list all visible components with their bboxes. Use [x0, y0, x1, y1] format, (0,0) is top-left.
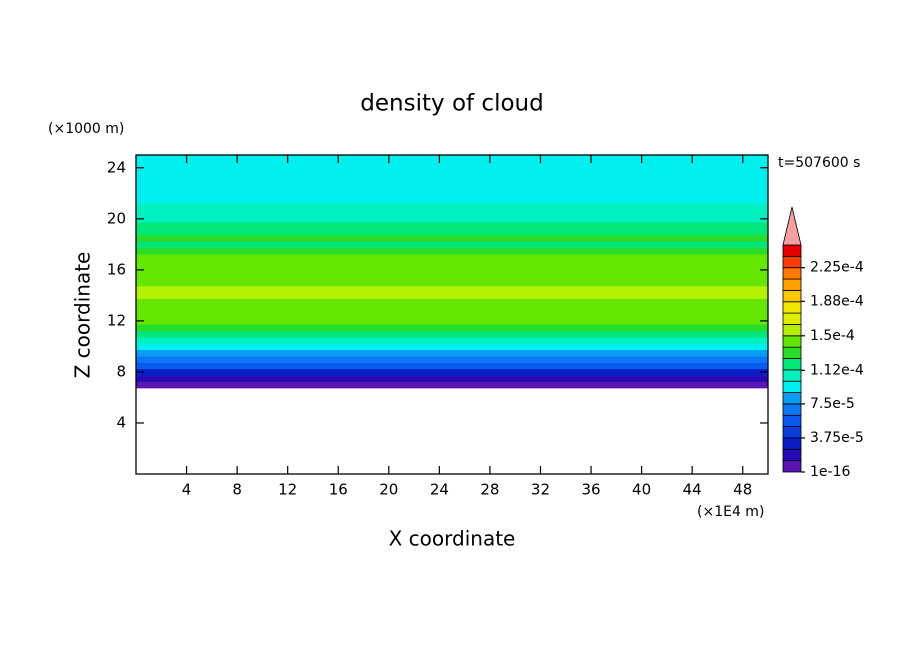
colorbar-box [782, 426, 802, 439]
contour-band [136, 221, 768, 229]
contour-band [136, 330, 768, 338]
y-tick-label: 20 [107, 209, 126, 227]
contour-band [136, 155, 768, 159]
chart-title: density of cloud [360, 91, 543, 117]
colorbar-extend [782, 206, 802, 246]
x-tick-label: 8 [232, 481, 242, 499]
y-tick-label: 12 [107, 311, 126, 329]
contour-band [136, 279, 768, 287]
contour-band [136, 170, 768, 178]
y-unit: (×1000 m) [48, 121, 124, 137]
colorbar-box [782, 255, 802, 269]
x-unit: (×1E4 m) [697, 504, 764, 520]
contour-band [136, 311, 768, 319]
colorbar-label: 3.75e-5 [810, 430, 864, 446]
colorbar-box [782, 278, 802, 291]
x-tick-label: 32 [531, 481, 550, 499]
colorbar-label: 1.12e-4 [810, 362, 864, 378]
x-tick-label: 12 [278, 481, 297, 499]
contour-band [136, 234, 768, 242]
annotation: t=507600 s [778, 155, 860, 171]
contour-band [136, 260, 768, 268]
contour-band [136, 324, 768, 331]
contour-band [136, 304, 768, 312]
contour-band [136, 215, 768, 223]
colorbar-box [782, 358, 802, 371]
y-axis-label: Z coordinate [71, 252, 95, 379]
contour-band [136, 343, 768, 351]
colorbar-box [782, 437, 802, 450]
colorbar-box [782, 267, 802, 280]
colorbar-box [782, 448, 802, 462]
contour-band [136, 298, 768, 306]
contour-band [136, 285, 768, 293]
colorbar-box [782, 346, 802, 359]
contour-band [136, 317, 768, 325]
colorbar-label: 1e-16 [810, 464, 850, 480]
colorbar-box [782, 289, 802, 303]
contour-band [136, 362, 768, 370]
contour-band [136, 190, 768, 197]
contour-band [136, 164, 768, 172]
contour-band [136, 228, 768, 236]
colorbar-box [782, 392, 802, 405]
contour-band [136, 253, 768, 261]
colorbar-label: 1.5e-4 [810, 328, 855, 344]
contour-band [136, 196, 768, 204]
colorbar-box [782, 244, 802, 257]
contour-band [136, 273, 768, 280]
colorbar-box [782, 312, 802, 325]
contour-band [136, 209, 768, 217]
x-tick-label: 20 [379, 481, 398, 499]
x-tick-label: 36 [581, 481, 600, 499]
x-axis-label: X coordinate [389, 527, 516, 551]
x-tick-label: 44 [683, 481, 702, 499]
colorbar-label: 1.88e-4 [810, 293, 864, 309]
y-tick-label: 4 [116, 413, 126, 431]
colorbar-label: 2.25e-4 [810, 260, 864, 276]
x-tick-label: 48 [733, 481, 752, 499]
contour-band [136, 349, 768, 357]
colorbar-box [782, 301, 802, 314]
colorbar-box [782, 414, 802, 428]
x-tick-label: 40 [632, 481, 651, 499]
contour-band [136, 158, 768, 166]
colorbar-box [782, 335, 802, 348]
contour-band [136, 241, 768, 249]
x-tick-label: 24 [430, 481, 449, 499]
contour-band [136, 375, 768, 382]
colorbar-box [782, 403, 802, 416]
colorbar-box [782, 380, 802, 393]
y-tick-label: 16 [107, 260, 126, 278]
contour-band [136, 266, 768, 274]
colorbar-label: 7.5e-5 [810, 396, 855, 412]
contour-band [136, 292, 768, 300]
x-tick-label: 28 [480, 481, 499, 499]
x-tick-label: 16 [329, 481, 348, 499]
y-tick-label: 8 [116, 362, 126, 380]
x-tick-label: 4 [182, 481, 192, 499]
plot-frame [135, 154, 769, 475]
contour-band [136, 183, 768, 191]
contour-band [136, 202, 768, 210]
contour-band [136, 336, 768, 344]
contour-band [136, 368, 768, 376]
colorbar-box [782, 324, 802, 337]
colorbar-box [782, 369, 802, 382]
contour-band [136, 247, 768, 255]
contour-band [136, 381, 768, 389]
colorbar-box [782, 460, 802, 473]
contour-band [136, 177, 768, 185]
contour-band [136, 355, 768, 363]
y-tick-label: 24 [107, 158, 126, 176]
